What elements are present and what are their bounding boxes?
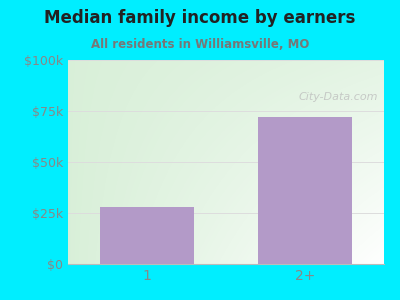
Bar bbox=[100, 207, 194, 264]
Text: All residents in Williamsville, MO: All residents in Williamsville, MO bbox=[91, 38, 309, 50]
Text: Median family income by earners: Median family income by earners bbox=[44, 9, 356, 27]
Text: City-Data.com: City-Data.com bbox=[299, 92, 378, 102]
Bar bbox=[258, 117, 352, 264]
